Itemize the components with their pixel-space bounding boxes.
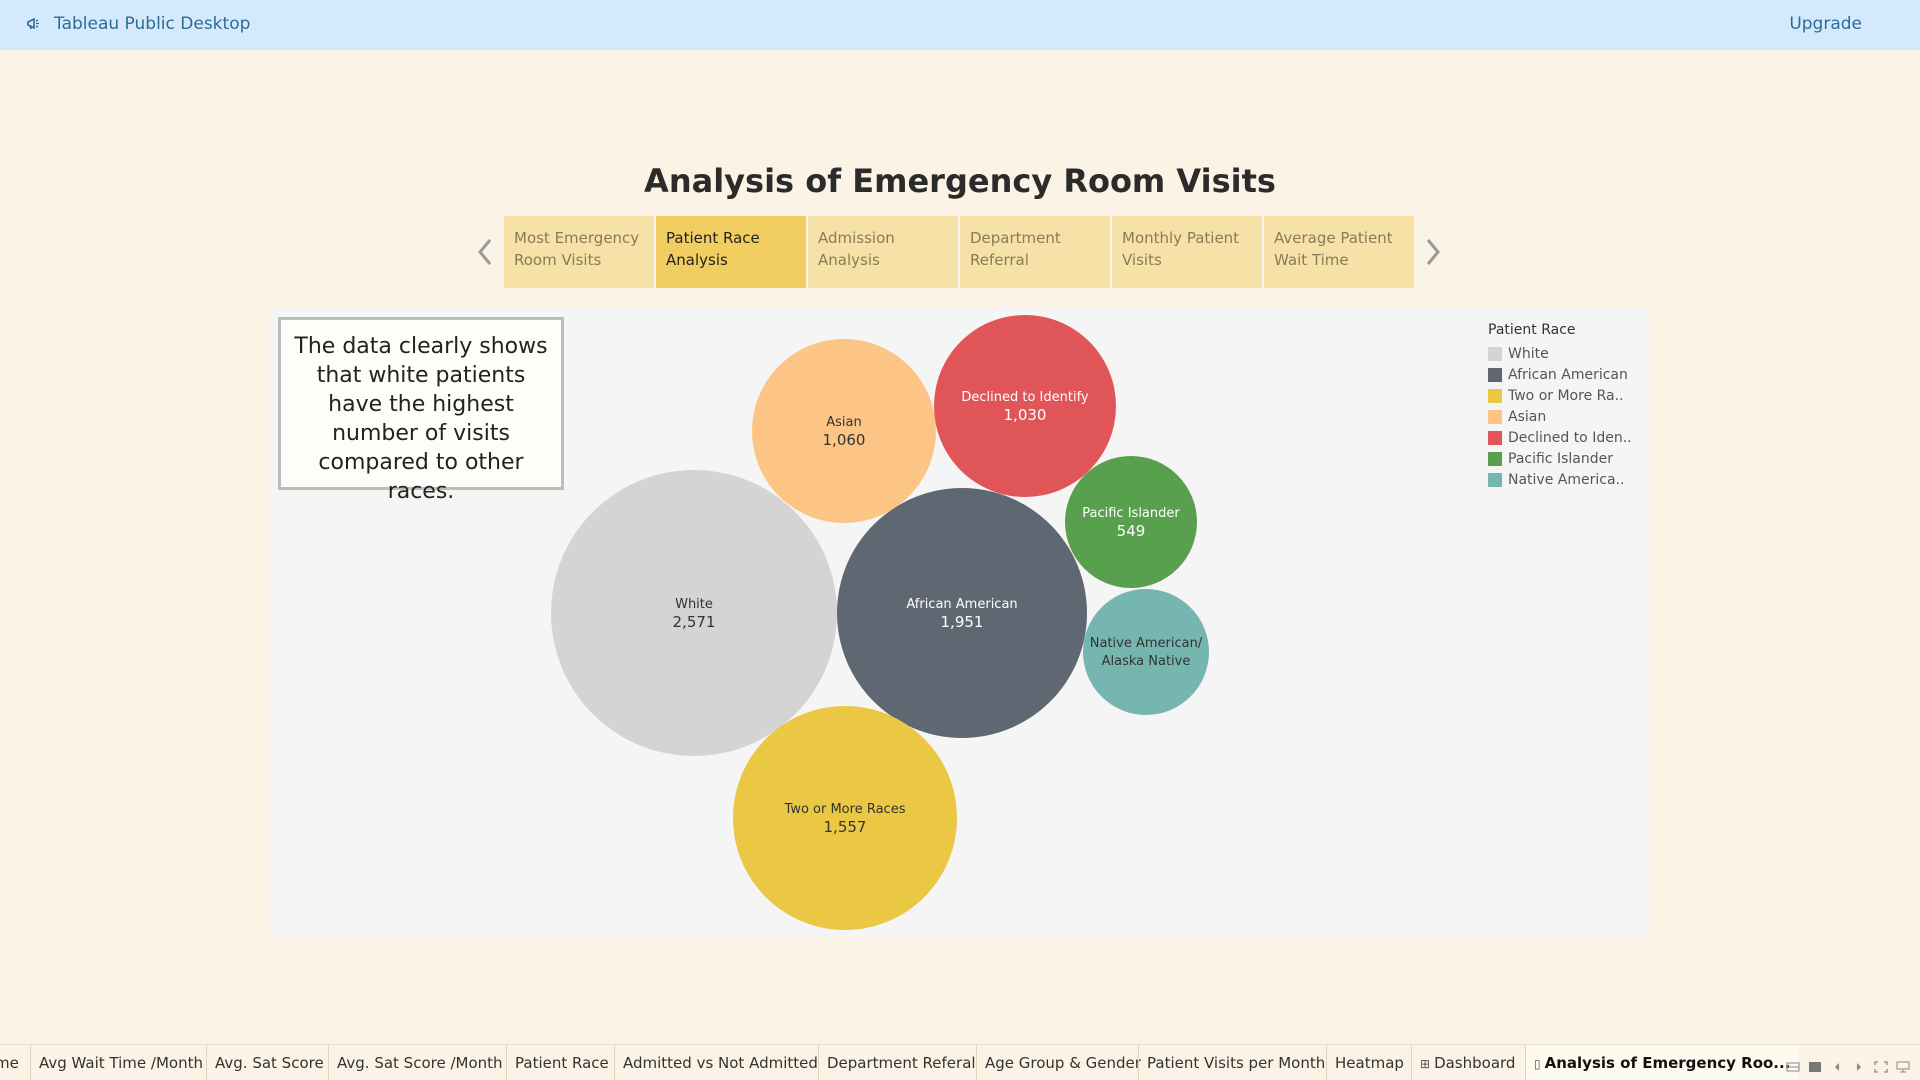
legend-swatch [1488,346,1502,361]
sheet-tab[interactable]: me [0,1045,27,1080]
next-sheet-icon[interactable] [1852,1061,1866,1073]
show-sheet-sorter-icon[interactable] [1786,1061,1800,1073]
legend-label: Native America.. [1508,471,1625,488]
legend-swatch [1488,367,1502,382]
sheet-tab[interactable]: Patient Race [506,1045,617,1080]
sheet-tabs-bar: me Avg Wait Time /Month Avg. Sat Score Avg.… [0,1044,1920,1080]
sheet-tab-label: Heatmap [1335,1054,1404,1072]
legend-swatch [1488,472,1502,487]
legend-item[interactable]: Declined to Iden.. [1488,427,1648,448]
legend-swatch [1488,451,1502,466]
legend-label: Two or More Ra.. [1508,387,1624,404]
bubble-white[interactable] [551,470,837,756]
sheet-tab[interactable]: Heatmap [1326,1045,1412,1080]
story-title: Analysis of Emergency Room Visits [644,162,1276,200]
story-point-6[interactable]: Average Patient Wait Time [1264,216,1414,288]
legend-label: African American [1508,366,1628,383]
story-points: Most Emergency Room Visits Patient Race A… [504,216,1416,288]
legend-item[interactable]: Pacific Islander [1488,448,1648,469]
bubble-two-or-more-races[interactable] [733,706,957,930]
story-icon: ▯ [1534,1057,1541,1071]
sheet-tab-label: Admitted vs Not Admitted [623,1054,818,1072]
sheet-tab[interactable]: Patient Visits per Month [1138,1045,1333,1080]
legend-title: Patient Race [1488,322,1576,338]
story-caption[interactable]: The data clearly shows that white patien… [278,317,564,504]
megaphone-icon[interactable] [26,16,42,32]
presentation-mode-icon[interactable] [1896,1061,1910,1073]
upgrade-link[interactable]: Upgrade [1789,14,1862,34]
next-story-point-arrow-icon[interactable] [1418,234,1448,270]
sheet-tab-label: Patient Race [515,1054,609,1072]
legend-label: Pacific Islander [1508,450,1613,467]
bubble-pacific-islander[interactable] [1065,456,1197,588]
story-navigator: Most Emergency Room Visits Patient Race A… [470,216,1450,288]
legend-item[interactable]: African American [1488,364,1648,385]
sheet-tab-label: Avg Wait Time /Month [39,1054,203,1072]
legend-items: White African American Two or More Ra.. Asi… [1488,343,1648,490]
legend-swatch [1488,430,1502,445]
sheet-tab[interactable]: Admitted vs Not Admitted [614,1045,826,1080]
sheet-tab-label: Patient Visits per Month [1147,1054,1326,1072]
sheet-tab-label: Avg. Sat Score [215,1054,324,1072]
story-point-1[interactable]: Most Emergency Room Visits [504,216,654,288]
legend-label: Asian [1508,408,1547,425]
legend-item[interactable]: Native America.. [1488,469,1648,490]
sheet-tab-label: Analysis of Emergency Roo... [1544,1054,1791,1072]
story-point-2[interactable]: Patient Race Analysis [656,216,806,288]
legend-label: White [1508,345,1549,362]
dashboard-icon: ⊞ [1420,1057,1431,1071]
bubble-asian[interactable] [752,339,936,523]
fullscreen-icon[interactable] [1874,1061,1888,1073]
story-point-5[interactable]: Monthly Patient Visits [1112,216,1262,288]
legend-item[interactable]: White [1488,343,1648,364]
bubble-native-american-alaska-native[interactable] [1083,589,1209,715]
bubble-declined-to-identify[interactable] [934,315,1116,497]
story-point-4[interactable]: Department Referral [960,216,1110,288]
bubble-african-american[interactable] [837,488,1087,738]
previous-sheet-icon[interactable] [1830,1061,1844,1073]
sheet-tab-label: Dashboard [1434,1054,1516,1072]
show-filmstrip-icon[interactable] [1808,1061,1822,1073]
sheet-tab[interactable]: Age Group & Gender [976,1045,1149,1080]
previous-story-point-arrow-icon[interactable] [470,234,500,270]
legend-label: Declined to Iden.. [1508,429,1632,446]
sheet-tab-label: Avg. Sat Score /Month [337,1054,503,1072]
sheet-tab[interactable]: Avg. Sat Score /Month [328,1045,511,1080]
sheet-tab-label: me [0,1054,19,1072]
sheet-tab[interactable]: ⊞ Dashboard [1411,1045,1523,1080]
sheet-tab-label: Age Group & Gender [985,1054,1141,1072]
app-title: Tableau Public Desktop [54,14,251,34]
sheet-tab-label: Department Referal [827,1054,976,1072]
sheet-tab[interactable]: Department Referal [818,1045,984,1080]
sheet-tab[interactable]: Avg Wait Time /Month [30,1045,211,1080]
sheet-tab[interactable]: Avg. Sat Score [206,1045,332,1080]
bottom-controls [1786,1061,1910,1073]
title-bar: Tableau Public Desktop Upgrade [0,0,1920,50]
legend-swatch [1488,409,1502,424]
legend-item[interactable]: Asian [1488,406,1648,427]
legend: Patient Race White African American Two or… [1488,322,1648,490]
legend-swatch [1488,388,1502,403]
sheet-tab[interactable]: ▯ Analysis of Emergency Roo... [1525,1045,1799,1080]
story-point-3[interactable]: Admission Analysis [808,216,958,288]
legend-item[interactable]: Two or More Ra.. [1488,385,1648,406]
